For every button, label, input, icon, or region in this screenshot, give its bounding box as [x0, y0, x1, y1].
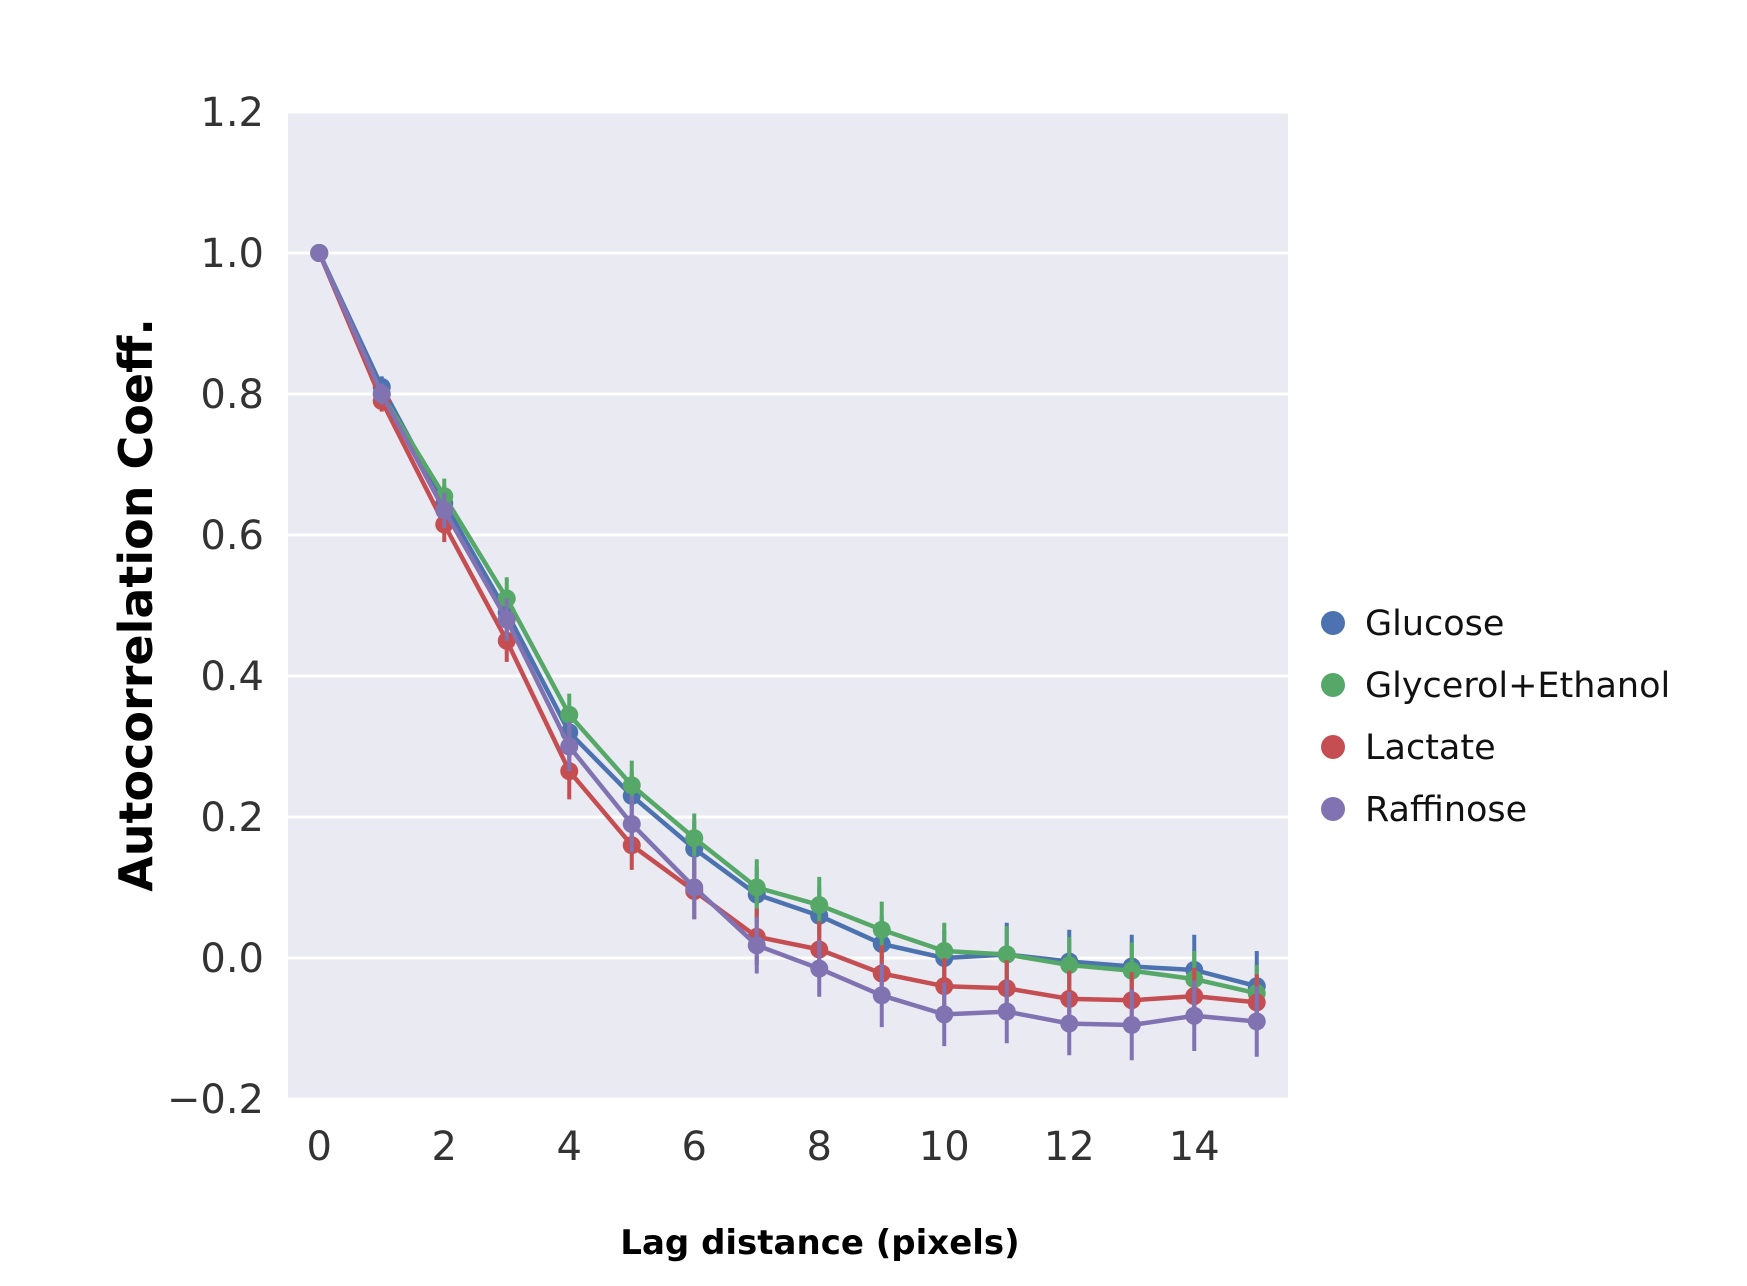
- y-axis-title: Autocorrelation Coeff.: [109, 318, 163, 892]
- data-point: [1122, 1015, 1141, 1034]
- y-tick-labels: −0.2 0.0 0.2 0.4 0.6 0.8 1.0 1.2: [167, 90, 264, 1123]
- data-point: [1122, 961, 1141, 980]
- legend-marker: [1321, 797, 1345, 821]
- data-point: [1185, 1006, 1204, 1025]
- data-point: [935, 941, 954, 960]
- series-layer: [310, 244, 1266, 1061]
- data-point: [810, 959, 829, 978]
- y-tick-label: 1.0: [200, 231, 264, 277]
- x-tick-label: 2: [432, 1124, 457, 1170]
- grid-lines: [288, 110, 1288, 1101]
- x-tick-labels: 0 2 4 6 8 10 12 14: [307, 1124, 1220, 1170]
- data-point: [997, 1002, 1016, 1021]
- y-tick-label: 0.0: [200, 936, 264, 982]
- legend: Glucose Glycerol+Ethanol Lactate Raffinose: [1321, 604, 1670, 830]
- data-point: [935, 1005, 954, 1024]
- data-point: [560, 705, 579, 724]
- data-point: [622, 776, 641, 795]
- x-tick-label: 8: [807, 1124, 832, 1170]
- series-line: [317, 252, 1258, 989]
- legend-label: Raffinose: [1365, 790, 1527, 830]
- data-point: [622, 815, 641, 834]
- x-tick-label: 14: [1169, 1124, 1220, 1170]
- y-tick-label: 0.6: [200, 513, 264, 559]
- plot-background: [288, 112, 1288, 1099]
- series-line: [317, 252, 1258, 1028]
- data-point: [497, 610, 516, 629]
- data-point: [747, 878, 766, 897]
- y-tick-label: 0.8: [200, 372, 264, 418]
- data-point: [435, 501, 454, 520]
- data-point: [685, 829, 704, 848]
- legend-marker: [1321, 673, 1345, 697]
- legend-marker: [1321, 611, 1345, 635]
- y-tick-label: 0.2: [200, 795, 264, 841]
- series-line: [317, 252, 1258, 996]
- data-point: [872, 986, 891, 1005]
- x-tick-label: 0: [307, 1124, 332, 1170]
- data-point: [810, 896, 829, 915]
- data-point: [997, 945, 1016, 964]
- x-tick-label: 6: [682, 1124, 707, 1170]
- legend-label: Lactate: [1365, 728, 1496, 768]
- x-axis-title: Lag distance (pixels): [620, 1223, 1019, 1263]
- x-tick-label: 4: [557, 1124, 582, 1170]
- data-point: [560, 737, 579, 756]
- data-point: [872, 920, 891, 939]
- data-point: [1060, 956, 1079, 975]
- y-tick-label: 1.2: [200, 90, 264, 136]
- data-point: [1247, 1012, 1266, 1031]
- x-tick-label: 12: [1044, 1124, 1095, 1170]
- series-line: [317, 252, 1258, 1005]
- y-tick-label: −0.2: [167, 1077, 264, 1123]
- data-point: [310, 244, 329, 262]
- legend-label: Glycerol+Ethanol: [1365, 666, 1670, 706]
- legend-label: Glucose: [1365, 604, 1504, 644]
- legend-marker: [1321, 735, 1345, 759]
- x-tick-label: 10: [919, 1124, 970, 1170]
- series-raffinose: [310, 244, 1266, 1061]
- data-point: [747, 936, 766, 955]
- data-point: [372, 385, 391, 403]
- y-tick-label: 0.4: [200, 654, 264, 700]
- data-point: [685, 878, 704, 897]
- data-point: [1060, 1014, 1079, 1033]
